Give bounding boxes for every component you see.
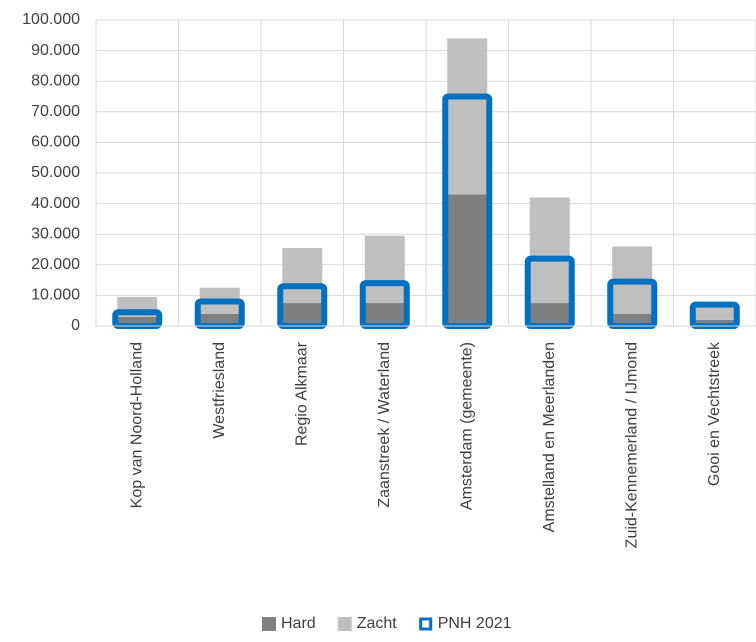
x-tick-label: Amstelland en Meerlanden	[541, 342, 558, 532]
legend-label: Hard	[281, 615, 316, 632]
legend-label: PNH 2021	[438, 615, 512, 632]
y-tick-label: 50.000	[31, 164, 80, 181]
legend-swatch	[419, 617, 433, 631]
y-tick-label: 90.000	[31, 42, 80, 59]
y-tick-label: 30.000	[31, 225, 80, 242]
bar-segment	[529, 303, 570, 326]
y-tick-label: 70.000	[31, 103, 80, 120]
y-tick-label: 80.000	[31, 72, 80, 89]
bar-segment	[364, 303, 405, 326]
x-tick-label: Westfriesland	[211, 342, 228, 439]
y-tick-label: 40.000	[31, 195, 80, 212]
y-tick-label: 60.000	[31, 134, 80, 151]
bar-segment	[694, 307, 735, 320]
bar-segment	[117, 316, 158, 326]
bar-segment	[282, 303, 323, 326]
y-tick-label: 10.000	[31, 287, 80, 304]
bar-segment	[612, 313, 653, 326]
x-tick-label: Regio Alkmaar	[293, 341, 310, 446]
bar-segment	[447, 38, 488, 195]
x-tick-label: Zaanstreek / Waterland	[376, 342, 393, 508]
y-tick-label: 100.000	[22, 11, 80, 28]
bar-segment	[447, 194, 488, 326]
legend-swatch	[262, 617, 276, 631]
x-tick-label: Kop van Noord-Holland	[128, 342, 145, 508]
x-tick-label: Amsterdam (gemeente)	[458, 342, 475, 510]
bar-segment	[199, 313, 240, 326]
x-tick-label: Gooi en Vechtstreek	[706, 341, 723, 486]
x-tick-label: Zuid-Kennemerland / IJmond	[623, 342, 640, 548]
legend-swatch	[337, 617, 352, 631]
y-tick-label: 20.000	[31, 256, 80, 273]
bar-segment	[529, 197, 570, 304]
y-tick-label: 0	[71, 317, 80, 334]
bar-segment	[364, 235, 405, 304]
legend-label: Zacht	[357, 615, 398, 632]
bar-segment	[694, 319, 735, 326]
bar-segment	[282, 247, 323, 304]
